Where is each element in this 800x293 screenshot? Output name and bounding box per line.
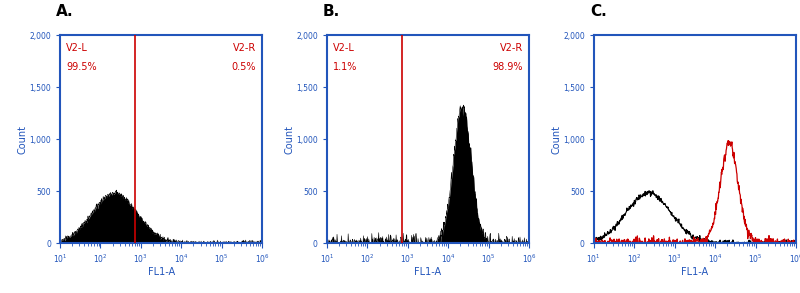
Text: 0.5%: 0.5% bbox=[232, 62, 256, 72]
Y-axis label: Count: Count bbox=[552, 125, 562, 154]
Y-axis label: Count: Count bbox=[18, 125, 28, 154]
X-axis label: FL1-A: FL1-A bbox=[147, 267, 174, 277]
Y-axis label: Count: Count bbox=[285, 125, 294, 154]
X-axis label: FL1-A: FL1-A bbox=[414, 267, 442, 277]
X-axis label: FL1-A: FL1-A bbox=[682, 267, 709, 277]
Text: V2-R: V2-R bbox=[500, 43, 523, 54]
Text: V2-R: V2-R bbox=[233, 43, 256, 54]
Text: V2-L: V2-L bbox=[333, 43, 355, 54]
Text: A.: A. bbox=[56, 4, 74, 18]
Text: 99.5%: 99.5% bbox=[66, 62, 97, 72]
Text: V2-L: V2-L bbox=[66, 43, 88, 54]
Text: B.: B. bbox=[323, 4, 340, 18]
Text: C.: C. bbox=[590, 4, 606, 18]
Text: 98.9%: 98.9% bbox=[493, 62, 523, 72]
Text: 1.1%: 1.1% bbox=[333, 62, 358, 72]
